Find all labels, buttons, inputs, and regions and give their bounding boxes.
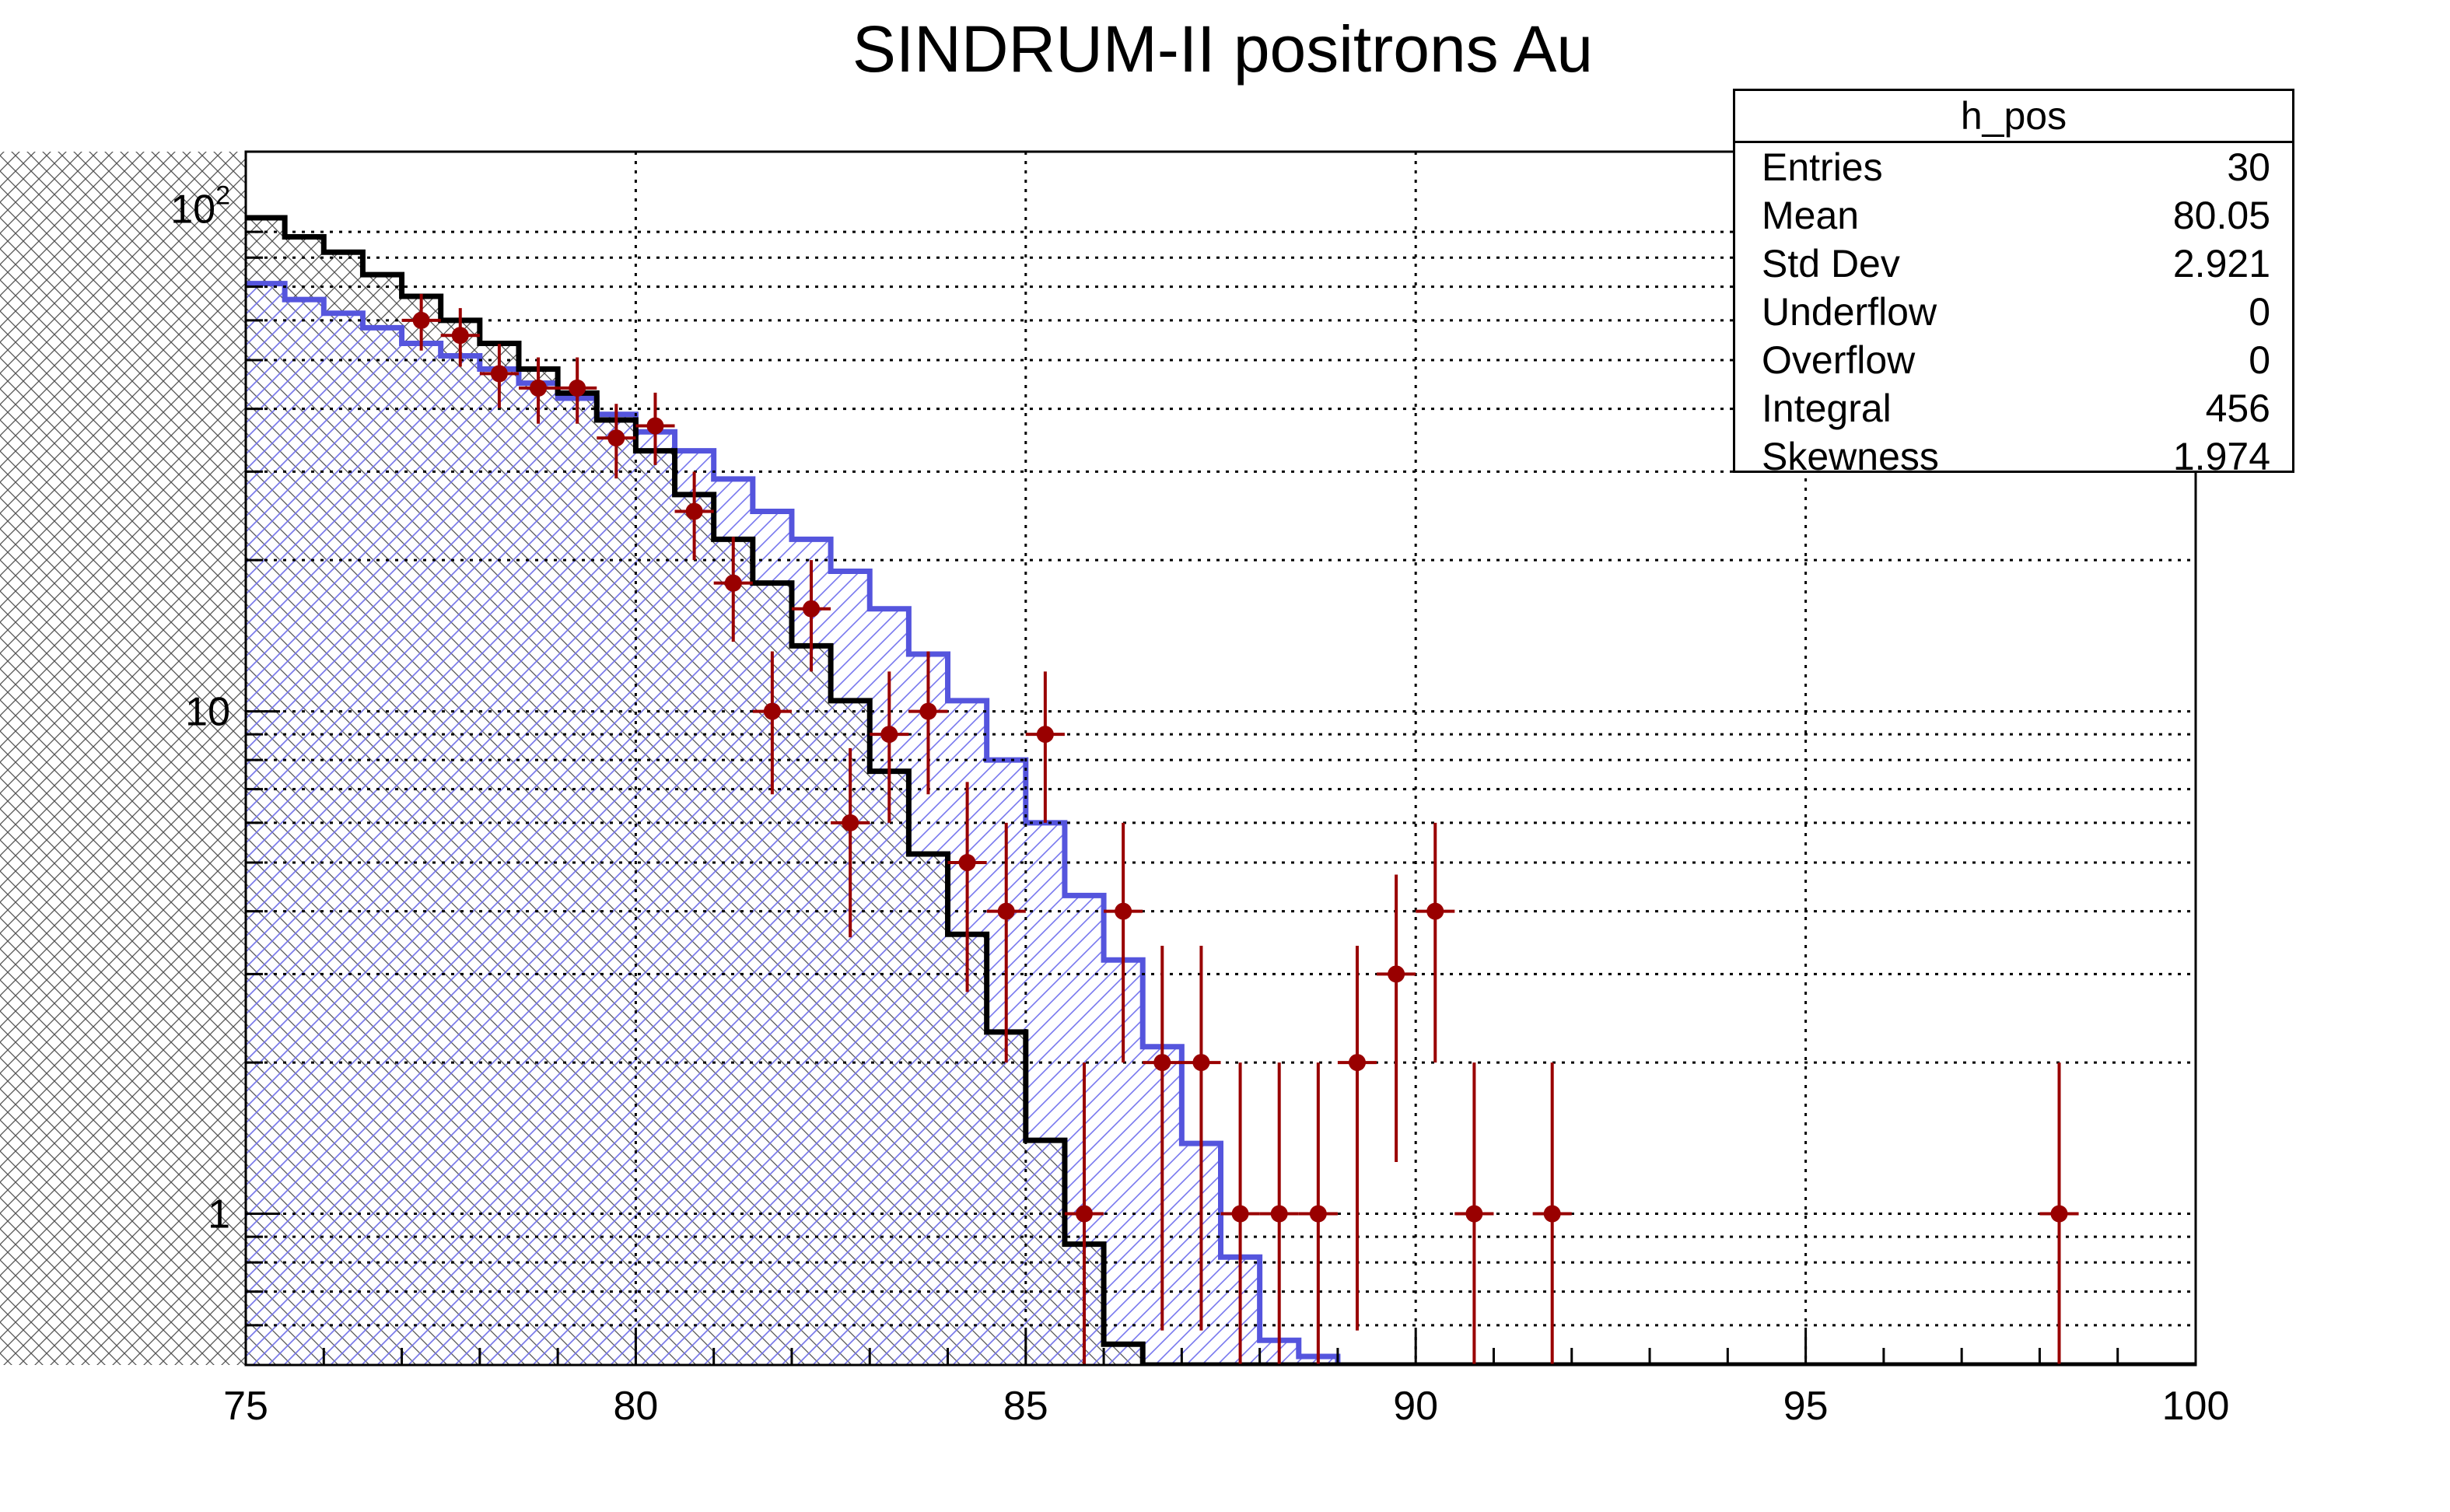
stats-label: Overflow (1762, 338, 1916, 382)
stats-value: 0 (2249, 338, 2270, 382)
data-point (530, 379, 548, 397)
stats-label: Skewness (1762, 435, 1939, 478)
data-point (1465, 1205, 1483, 1223)
data-point (1153, 1054, 1171, 1072)
stats-value: 30 (2227, 145, 2270, 189)
x-tick-label: 95 (1783, 1384, 1829, 1429)
stats-row-mean: Mean 80.05 (1735, 191, 2292, 240)
data-point (1192, 1054, 1210, 1072)
data-point (803, 600, 821, 618)
stats-row-skewness: Skewness 1.974 (1735, 432, 2292, 481)
x-tick-label: 90 (1393, 1384, 1438, 1429)
stats-row-entries: Entries 30 (1735, 143, 2292, 191)
data-point (958, 854, 976, 872)
data-point (569, 379, 586, 397)
hatch-band-left (0, 152, 246, 1365)
x-tick-label: 85 (1003, 1384, 1048, 1429)
x-tick-label: 80 (613, 1384, 658, 1429)
stats-value: 1.974 (2172, 435, 2270, 478)
y-tick-label-base: 10 (170, 187, 215, 233)
data-point (1270, 1205, 1288, 1223)
data-point (1036, 726, 1054, 744)
data-point (1388, 965, 1405, 983)
stats-label: Std Dev (1762, 242, 1900, 285)
stats-label: Underflow (1762, 290, 1937, 334)
x-tick-label: 75 (223, 1384, 268, 1429)
x-tick-label: 100 (2162, 1384, 2230, 1429)
data-point (997, 902, 1015, 920)
chart-title: SINDRUM-II positrons Au (852, 12, 1593, 86)
stats-value: 2.921 (2172, 242, 2270, 285)
y-tick-label: 1 (208, 1192, 230, 1237)
y-tick-label: 10 (185, 690, 230, 735)
data-point (1076, 1205, 1094, 1223)
stats-value: 80.05 (2172, 194, 2270, 237)
data-point (763, 702, 781, 720)
plot-frame (244, 150, 2197, 1367)
stats-row-integral: Integral 456 (1735, 384, 2292, 432)
data-point (842, 814, 859, 831)
y-tick-label-base: 10 (185, 690, 230, 735)
data-point (1543, 1205, 1561, 1223)
stats-row-overflow: Overflow 0 (1735, 336, 2292, 384)
data-point (1426, 902, 1444, 920)
data-point (1231, 1205, 1249, 1223)
y-tick-label: 102 (170, 181, 230, 233)
data-points (401, 293, 2079, 1365)
stats-value: 0 (2249, 290, 2270, 334)
data-point (2050, 1205, 2068, 1223)
stats-value: 456 (2205, 387, 2270, 430)
data-point (412, 311, 430, 329)
x-axis: 75 80 85 90 95 100 (223, 1331, 2229, 1429)
stats-box: h_pos Entries 30 Mean 80.05 Std Dev 2.921 U… (1733, 89, 2294, 478)
y-tick-label-base: 1 (208, 1192, 230, 1237)
data-point (1309, 1205, 1327, 1223)
stats-label: Entries (1762, 145, 1883, 189)
data-point (1115, 902, 1132, 920)
stats-label: Mean (1762, 194, 1860, 237)
data-point (607, 429, 625, 447)
data-point (1348, 1054, 1366, 1072)
stats-row-std-dev: Std Dev 2.921 (1735, 240, 2292, 288)
y-tick-label-exponent: 2 (215, 181, 230, 211)
data-point (490, 365, 508, 383)
stats-label: Integral (1762, 387, 1892, 430)
data-point (451, 327, 469, 345)
data-point (724, 574, 742, 592)
stats-box-title: h_pos (1735, 91, 2292, 143)
data-point (646, 417, 664, 435)
stats-row-underflow: Underflow 0 (1735, 288, 2292, 336)
data-point (880, 726, 898, 744)
data-point (919, 702, 937, 720)
data-point (685, 502, 703, 520)
